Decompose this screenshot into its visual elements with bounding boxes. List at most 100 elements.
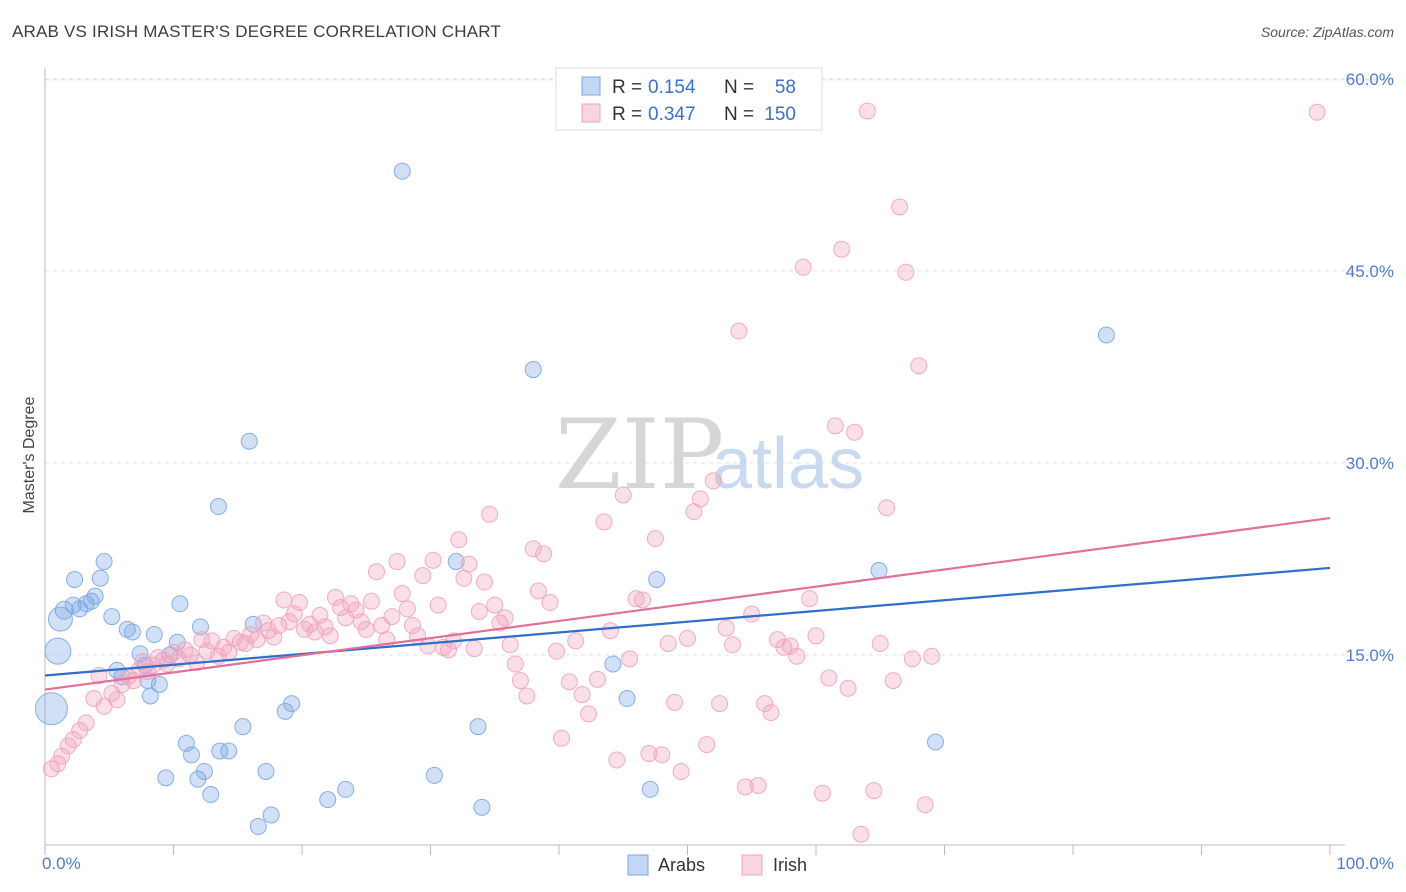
irish-point <box>826 417 844 435</box>
legend-n-value-arabs: 58 <box>775 77 796 98</box>
irish-point <box>429 596 447 614</box>
irish-point <box>357 620 375 638</box>
irish-point <box>627 590 645 608</box>
irish-point <box>368 563 386 581</box>
irish-point <box>573 686 591 704</box>
irish-point <box>388 553 406 571</box>
irish-point <box>450 531 468 549</box>
irish-point <box>666 693 684 711</box>
irish-point <box>756 695 774 713</box>
chart-title: ARAB VS IRISH MASTER'S DEGREE CORRELATIO… <box>12 22 502 41</box>
irish-point <box>813 784 831 802</box>
watermark-atlas: atlas <box>712 424 864 504</box>
arabs-point <box>118 620 136 638</box>
irish-point <box>419 637 437 655</box>
irish-point <box>49 755 67 773</box>
irish-point <box>839 679 857 697</box>
arabs-point <box>34 692 68 726</box>
irish-point <box>711 695 729 713</box>
irish-point <box>743 605 761 623</box>
legend-n-value-irish: 150 <box>764 104 796 125</box>
irish-point <box>475 573 493 591</box>
irish-point <box>820 669 838 687</box>
irish-point <box>672 762 690 780</box>
arabs-trend-line <box>44 566 1331 677</box>
irish-point <box>833 240 851 258</box>
arabs-point <box>234 718 252 736</box>
arabs-point <box>618 690 636 708</box>
arabs-point <box>447 553 465 571</box>
bottom-legend: Arabs Irish <box>627 854 807 876</box>
arabs-point <box>47 606 73 632</box>
arabs-point <box>249 818 267 836</box>
irish-point <box>659 634 677 652</box>
arabs-point <box>157 769 175 787</box>
arabs-point <box>91 569 109 587</box>
irish-point <box>393 585 411 603</box>
irish-point <box>398 600 416 618</box>
chart-source: Source: ZipAtlas.com <box>1260 24 1394 40</box>
irish-point <box>640 745 658 763</box>
irish-point <box>53 747 71 765</box>
irish-point <box>296 620 314 638</box>
irish-point <box>807 627 825 645</box>
irish-point <box>691 490 709 508</box>
arabs-point <box>1097 326 1115 344</box>
y-tick-label: 30.0% <box>1346 454 1394 473</box>
irish-point <box>730 322 748 340</box>
irish-point <box>595 513 613 531</box>
bottom-legend-swatch-irish <box>741 854 763 876</box>
arabs-point <box>145 626 163 644</box>
arabs-point <box>927 733 945 751</box>
irish-point <box>270 617 288 635</box>
irish-point <box>781 637 799 655</box>
y-tick-label: 45.0% <box>1346 262 1394 281</box>
irish-point <box>723 636 741 654</box>
irish-point <box>383 608 401 626</box>
arabs-point <box>195 762 213 780</box>
irish-point <box>717 619 735 637</box>
legend-n-label-irish: N = <box>724 104 754 125</box>
irish-point <box>486 596 504 614</box>
irish-point <box>518 687 536 705</box>
arabs-point <box>209 498 227 516</box>
bottom-legend-label-irish: Irish <box>773 855 807 875</box>
arabs-point <box>202 786 220 804</box>
irish-point <box>362 592 380 610</box>
irish-point <box>646 530 664 548</box>
arabs-point <box>604 655 622 673</box>
irish-point <box>424 551 442 569</box>
irish-trend-line <box>44 516 1331 691</box>
legend-r-value-arabs: 0.154 <box>648 77 696 98</box>
irish-point <box>290 594 308 612</box>
irish-point <box>567 632 585 650</box>
arabs-point <box>141 687 159 705</box>
bottom-legend-label-arabs: Arabs <box>658 855 705 875</box>
trend-lines <box>44 516 1331 691</box>
irish-point <box>891 198 909 216</box>
arabs-point <box>262 806 280 824</box>
arabs-point <box>641 780 659 798</box>
arabs-point <box>648 570 666 588</box>
irish-point <box>108 691 126 709</box>
irish-point <box>621 650 639 668</box>
arabs-point <box>425 766 443 784</box>
irish-point <box>553 729 571 747</box>
bottom-legend-swatch-arabs <box>627 854 649 876</box>
irish-point <box>535 545 553 563</box>
irish-point <box>704 472 722 490</box>
arabs-point <box>393 162 411 180</box>
arabs-point <box>123 623 141 641</box>
legend-swatch-arabs <box>581 76 601 96</box>
irish-point <box>529 582 547 600</box>
arabs-point <box>54 600 74 620</box>
irish-point <box>321 627 339 645</box>
irish-point <box>275 591 293 609</box>
arabs-point <box>524 361 542 379</box>
arabs-point <box>86 587 104 605</box>
irish-point <box>801 590 819 608</box>
arabs-point <box>103 608 121 626</box>
irish-point <box>897 263 915 281</box>
arabs-point <box>319 791 337 809</box>
